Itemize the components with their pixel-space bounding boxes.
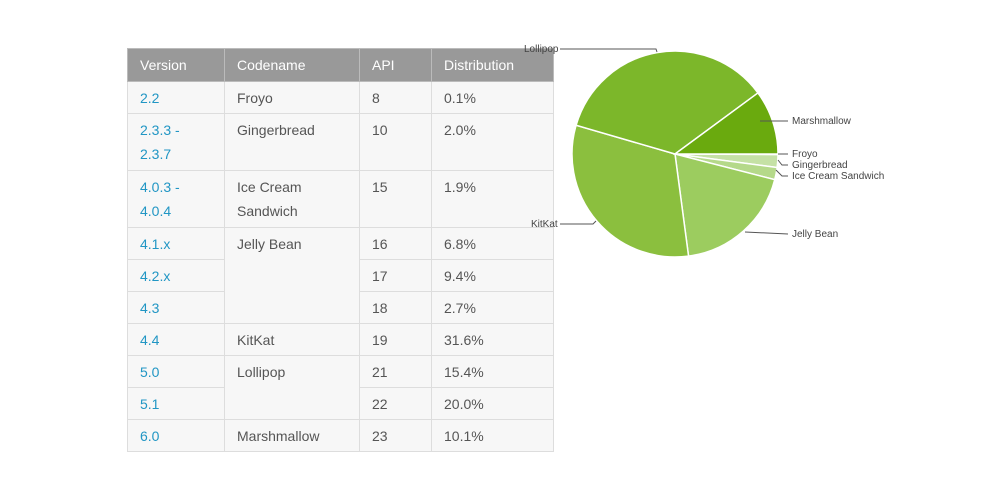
version-link[interactable]: 5.1 <box>127 387 225 420</box>
version-link[interactable]: 4.4 <box>127 323 225 356</box>
api: 19 <box>359 323 432 356</box>
pie-slice-lollipop <box>575 50 759 155</box>
version-link[interactable]: 6.0 <box>127 419 225 452</box>
table-row: 5.1 22 20.0% <box>127 387 554 420</box>
codename: Ice Cream Sandwich <box>224 170 360 228</box>
version-link[interactable]: 4.3 <box>127 291 225 324</box>
api: 8 <box>359 81 432 114</box>
api: 17 <box>359 259 432 292</box>
distribution: 10.1% <box>431 419 554 452</box>
version-link[interactable]: 4.0.3 - 4.0.4 <box>127 170 225 228</box>
table-row: 2.2 Froyo 8 0.1% <box>127 81 554 114</box>
codename: Marshmallow <box>224 419 360 452</box>
api: 10 <box>359 113 432 171</box>
header-version: Version <box>127 48 225 82</box>
codename: Lollipop <box>224 355 360 420</box>
distribution: 1.9% <box>431 170 554 228</box>
distribution-table: Version Codename API Distribution 2.2 Fr… <box>127 48 554 452</box>
label-jelly-bean: Jelly Bean <box>792 229 838 240</box>
pie-slice-kitkat <box>571 124 690 258</box>
label-gingerbread: Gingerbread <box>792 160 848 171</box>
distribution: 9.4% <box>431 259 554 292</box>
codename: Gingerbread <box>224 113 360 171</box>
distribution: 6.8% <box>431 227 554 260</box>
table-row: 4.0.3 - 4.0.4 Ice Cream Sandwich 15 1.9% <box>127 170 554 228</box>
label-kitkat: KitKat <box>531 219 558 230</box>
codename: Jelly Bean <box>224 227 360 324</box>
api: 18 <box>359 291 432 324</box>
version-link[interactable]: 4.1.x <box>127 227 225 260</box>
table-row: 4.3 18 2.7% <box>127 291 554 324</box>
label-marshmallow: Marshmallow <box>792 116 852 127</box>
api: 15 <box>359 170 432 228</box>
api: 21 <box>359 355 432 388</box>
pie-slice-jelly-bean <box>674 152 776 257</box>
table-row: 4.4 KitKat 19 31.6% <box>127 323 554 356</box>
version-link[interactable]: 2.2 <box>127 81 225 114</box>
distribution: 0.1% <box>431 81 554 114</box>
label-froyo: Froyo <box>792 149 818 160</box>
api: 23 <box>359 419 432 452</box>
codename: Froyo <box>224 81 360 114</box>
label-lollipop: Lollipop <box>524 44 559 55</box>
table-row: 4.1.x Jelly Bean 16 6.8% <box>127 227 554 324</box>
header-distribution: Distribution <box>431 48 554 82</box>
distribution: 20.0% <box>431 387 554 420</box>
table-header: Version Codename API Distribution <box>127 48 554 82</box>
leader-lines <box>560 48 789 235</box>
table-row: 6.0 Marshmallow 23 10.1% <box>127 419 554 452</box>
label-ice-cream-sandwich: Ice Cream Sandwich <box>792 171 884 182</box>
